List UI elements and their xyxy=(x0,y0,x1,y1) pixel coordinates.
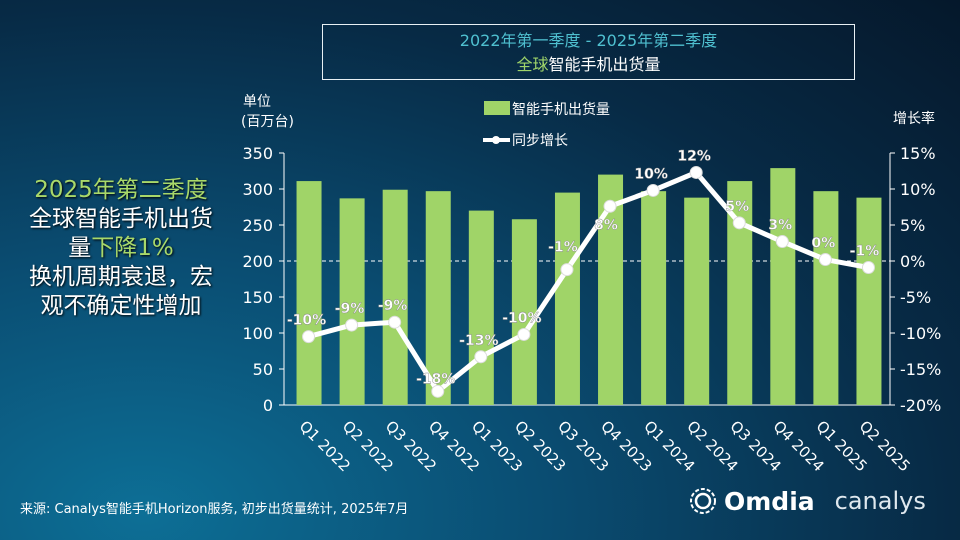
growth-data-label: -1% xyxy=(850,243,880,259)
omdia-logo: Omdia xyxy=(724,486,815,516)
growth-point xyxy=(517,327,531,341)
left-tick-label: 200 xyxy=(242,252,273,271)
growth-point xyxy=(603,199,617,213)
growth-point xyxy=(560,263,574,277)
growth-data-label: -10% xyxy=(287,313,326,329)
title-accent: 全球 xyxy=(516,55,549,74)
key-takeaway: 2025年第二季度 全球智能手机出货 量下降1% 换机周期衰退，宏 观不确定性增… xyxy=(6,176,236,321)
bar xyxy=(813,191,839,405)
left-tick-label: 300 xyxy=(242,180,273,199)
right-tick-label: 10% xyxy=(900,180,936,199)
growth-data-label: -10% xyxy=(502,310,541,326)
note-line4: 换机周期衰退，宏 xyxy=(29,264,213,290)
growth-data-label: 3% xyxy=(768,218,792,234)
source-note: 来源: Canalys智能手机Horizon服务, 初步出货量统计, 2025年… xyxy=(20,502,409,517)
right-tick-label: -5% xyxy=(900,288,931,307)
right-axis-label: 增长率 xyxy=(893,110,935,127)
growth-data-label: 8% xyxy=(594,217,618,233)
growth-point xyxy=(345,318,359,332)
bar xyxy=(598,174,624,405)
note-line2: 全球智能手机出货 xyxy=(29,206,213,232)
left-tick-label: 50 xyxy=(253,360,273,379)
bar xyxy=(684,197,710,405)
growth-data-label: 5% xyxy=(725,199,749,215)
canalys-logo: canalys xyxy=(834,487,926,515)
bar xyxy=(296,181,322,405)
growth-point xyxy=(431,384,445,398)
bar xyxy=(641,191,667,405)
growth-point xyxy=(646,183,660,197)
left-axis-label: (百万台) xyxy=(241,114,294,130)
title-rest: 智能手机出货量 xyxy=(548,55,661,74)
legend-bar-label: 智能手机出货量 xyxy=(512,101,610,118)
note-line1: 2025年第二季度 xyxy=(34,177,208,203)
growth-data-label: 10% xyxy=(634,166,668,182)
chart-title: 2022年第一季度 - 2025年第二季度 全球智能手机出货量 xyxy=(322,24,855,80)
title-line1: 2022年第一季度 - 2025年第二季度 xyxy=(459,31,718,50)
left-tick-label: 100 xyxy=(242,324,273,343)
omdia-logo-icon xyxy=(690,488,716,514)
bar xyxy=(770,168,796,405)
growth-data-label: 0% xyxy=(812,236,836,252)
growth-line xyxy=(307,169,869,394)
bar xyxy=(425,191,451,405)
left-tick-label: 150 xyxy=(242,288,273,307)
note-line3a: 量 xyxy=(68,235,92,261)
legend-line-label: 同步增长 xyxy=(512,133,568,149)
growth-data-label: -1% xyxy=(548,240,578,256)
left-axis-label: 单位 xyxy=(243,94,271,110)
right-tick-label: 5% xyxy=(900,216,925,235)
left-tick-label: 250 xyxy=(242,216,273,235)
left-tick-label: 350 xyxy=(242,144,273,163)
growth-point xyxy=(474,350,488,364)
left-tick-label: 0 xyxy=(263,396,273,415)
growth-data-label: -9% xyxy=(378,298,408,314)
right-tick-label: -20% xyxy=(900,396,941,415)
growth-point xyxy=(302,330,316,344)
growth-point xyxy=(861,260,875,274)
right-tick-label: 15% xyxy=(900,144,936,163)
growth-point xyxy=(689,165,703,179)
bar xyxy=(382,189,408,405)
growth-point xyxy=(732,216,746,230)
legend-bar-swatch xyxy=(484,101,510,115)
growth-data-label: 12% xyxy=(677,148,711,164)
right-tick-label: -10% xyxy=(900,324,941,343)
bar xyxy=(856,197,882,405)
bar xyxy=(511,219,537,405)
right-tick-label: 0% xyxy=(900,252,925,271)
growth-data-label: -18% xyxy=(416,371,455,387)
growth-data-label: -13% xyxy=(459,333,498,349)
growth-point xyxy=(388,315,402,329)
growth-point xyxy=(818,253,832,267)
bar xyxy=(468,210,494,405)
logos: Omdia canalys xyxy=(688,486,926,516)
growth-point xyxy=(775,235,789,249)
bar xyxy=(339,198,365,405)
bar xyxy=(554,192,580,405)
right-tick-label: -15% xyxy=(900,360,941,379)
note-line5: 观不确定性增加 xyxy=(40,293,202,319)
growth-data-label: -9% xyxy=(335,301,365,317)
legend-line-marker xyxy=(492,136,500,144)
note-line3b: 下降1% xyxy=(91,235,174,261)
